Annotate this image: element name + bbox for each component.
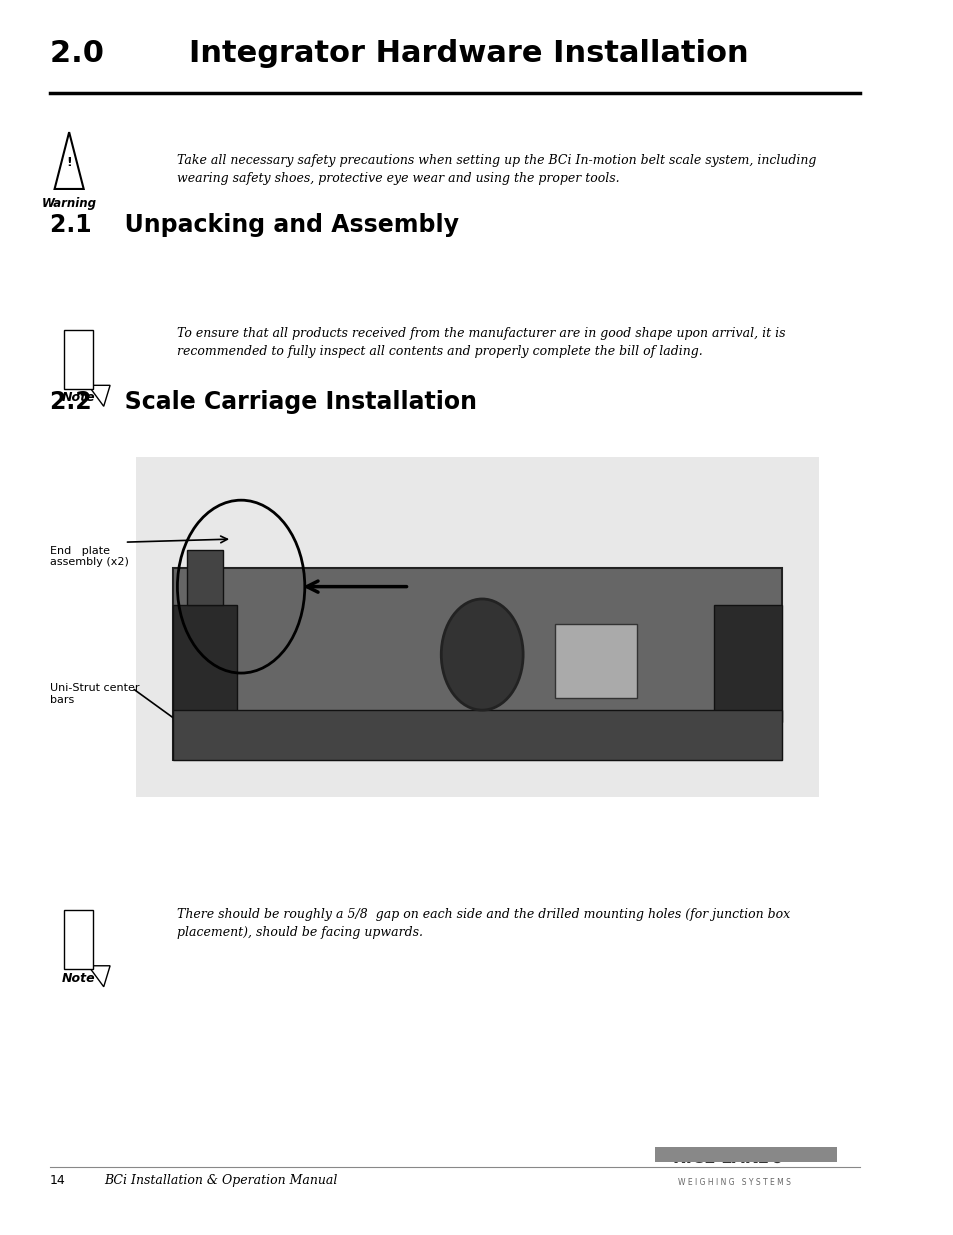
Text: 2.0        Integrator Hardware Installation: 2.0 Integrator Hardware Installation [50,40,748,68]
Text: 14: 14 [50,1174,66,1188]
FancyBboxPatch shape [172,605,236,722]
Text: End   plate
assembly (x2): End plate assembly (x2) [50,546,129,567]
Text: To ensure that all products received from the manufacturer are in good shape upo: To ensure that all products received fro… [177,327,785,358]
FancyBboxPatch shape [64,910,92,969]
Text: There should be roughly a 5/8  gap on each side and the drilled mounting holes (: There should be roughly a 5/8 gap on eac… [177,908,790,939]
Text: BCi Installation & Operation Manual: BCi Installation & Operation Manual [105,1174,337,1188]
FancyBboxPatch shape [136,457,818,797]
Text: Warning: Warning [42,198,96,210]
Polygon shape [89,385,110,406]
Text: Take all necessary safety precautions when setting up the BCi In-motion belt sca: Take all necessary safety precautions wh… [177,154,816,185]
Text: W E I G H I N G   S Y S T E M S: W E I G H I N G S Y S T E M S [677,1178,790,1187]
FancyBboxPatch shape [172,568,781,760]
Polygon shape [89,966,110,987]
Text: RICE LAKE®: RICE LAKE® [673,1149,785,1167]
Text: Note: Note [61,972,95,986]
Text: Note: Note [61,391,95,405]
FancyBboxPatch shape [64,330,92,389]
Text: 2.2    Scale Carriage Installation: 2.2 Scale Carriage Installation [50,390,476,414]
Circle shape [441,599,522,710]
FancyBboxPatch shape [655,1147,836,1162]
Text: 2.1    Unpacking and Assembly: 2.1 Unpacking and Assembly [50,214,458,237]
FancyBboxPatch shape [714,605,781,722]
FancyBboxPatch shape [187,550,223,605]
Text: !: ! [66,157,71,169]
Text: Uni-Strut center
bars: Uni-Strut center bars [50,683,139,705]
FancyBboxPatch shape [172,710,781,760]
FancyBboxPatch shape [555,624,637,698]
